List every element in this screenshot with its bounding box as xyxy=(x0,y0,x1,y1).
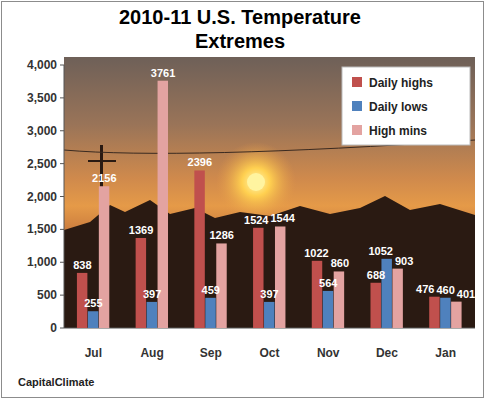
legend-swatch xyxy=(352,77,362,87)
y-tick-label: 0 xyxy=(50,321,57,335)
x-tick-label: Dec xyxy=(376,346,398,360)
y-tick-label: 500 xyxy=(37,288,57,302)
bar xyxy=(392,269,402,328)
data-label: 1286 xyxy=(210,229,234,241)
x-tick-label: Nov xyxy=(317,346,340,360)
data-label: 460 xyxy=(436,284,454,296)
y-tick xyxy=(60,163,64,164)
bar xyxy=(147,302,157,328)
data-label: 459 xyxy=(202,284,220,296)
legend: Daily highs Daily lows High mins xyxy=(342,67,470,145)
chart: 0 500 1,000 1,500 2,000 2,500 3,000 3,500 4,000 8… xyxy=(0,0,485,399)
chart-frame xyxy=(2,2,484,398)
pole-crossbar xyxy=(88,160,116,162)
bar xyxy=(440,298,450,328)
annotation: CapitalClimate xyxy=(18,376,94,388)
bar xyxy=(194,170,204,328)
y-tick-label: 2,500 xyxy=(27,157,57,171)
bar xyxy=(370,283,380,328)
bar xyxy=(429,297,439,328)
legend-swatch xyxy=(352,101,362,111)
data-label: 838 xyxy=(73,259,91,271)
y-tick xyxy=(60,328,64,329)
data-label: 1544 xyxy=(271,212,296,224)
data-label: 1022 xyxy=(304,247,328,259)
y-tick xyxy=(60,229,64,230)
bar xyxy=(253,228,263,328)
legend-box xyxy=(342,67,470,145)
y-tick-label: 1,500 xyxy=(27,222,57,236)
legend-swatch xyxy=(352,125,362,135)
x-tick-label: Aug xyxy=(140,346,163,360)
y-tick xyxy=(60,196,64,197)
y-tick xyxy=(60,295,64,296)
tree-silhouette xyxy=(64,196,475,328)
bar xyxy=(88,311,98,328)
y-tick-label: 1,000 xyxy=(27,255,57,269)
bar xyxy=(323,291,333,328)
data-labels: 838 1369 2396 1524 1022 688 476 255 397 459 397 564… xyxy=(73,67,475,310)
y-tick xyxy=(60,262,64,263)
bar xyxy=(312,261,322,328)
bar xyxy=(136,238,146,328)
y-tick-label: 3,500 xyxy=(27,91,57,105)
sun xyxy=(247,173,265,191)
legend-label: Daily highs xyxy=(369,76,433,90)
data-label: 476 xyxy=(416,283,434,295)
bar xyxy=(275,226,285,328)
data-label: 401 xyxy=(457,288,475,300)
y-tick-label: 3,000 xyxy=(27,124,57,138)
bar xyxy=(264,302,274,328)
title: 2010-11 U.S. TemperatureExtremes xyxy=(119,6,361,52)
bar xyxy=(451,302,461,328)
x-tick-label: Sep xyxy=(200,346,222,360)
data-label: 1052 xyxy=(368,245,392,257)
background-photo xyxy=(64,57,475,328)
data-label: 2156 xyxy=(92,172,116,184)
legend-label: Daily lows xyxy=(369,100,428,114)
y-tick-label: 4,000 xyxy=(27,58,57,72)
sky xyxy=(64,57,475,328)
data-label: 688 xyxy=(367,269,385,281)
legend-label: High mins xyxy=(369,124,427,138)
data-label: 397 xyxy=(260,288,278,300)
y-tick-label: 2,000 xyxy=(27,190,57,204)
data-label: 255 xyxy=(84,297,102,309)
x-tick-label: Jul xyxy=(85,346,102,360)
sun-glow xyxy=(216,142,296,222)
x-tick-label: Oct xyxy=(259,346,279,360)
x-tick-label: Jan xyxy=(435,346,456,360)
data-label: 3761 xyxy=(151,67,175,79)
data-label: 1524 xyxy=(244,214,269,226)
data-label: 564 xyxy=(319,277,338,289)
y-tick xyxy=(60,97,64,98)
title-line: Extremes xyxy=(195,30,285,52)
data-label: 397 xyxy=(143,288,161,300)
data-label: 903 xyxy=(395,255,413,267)
y-tick xyxy=(60,65,64,66)
data-label: 860 xyxy=(331,257,349,269)
data-label: 1369 xyxy=(129,224,153,236)
title-line: 2010-11 U.S. Temperature xyxy=(119,6,361,28)
bar xyxy=(205,298,215,328)
y-tick xyxy=(60,130,64,131)
data-label: 2396 xyxy=(188,156,212,168)
